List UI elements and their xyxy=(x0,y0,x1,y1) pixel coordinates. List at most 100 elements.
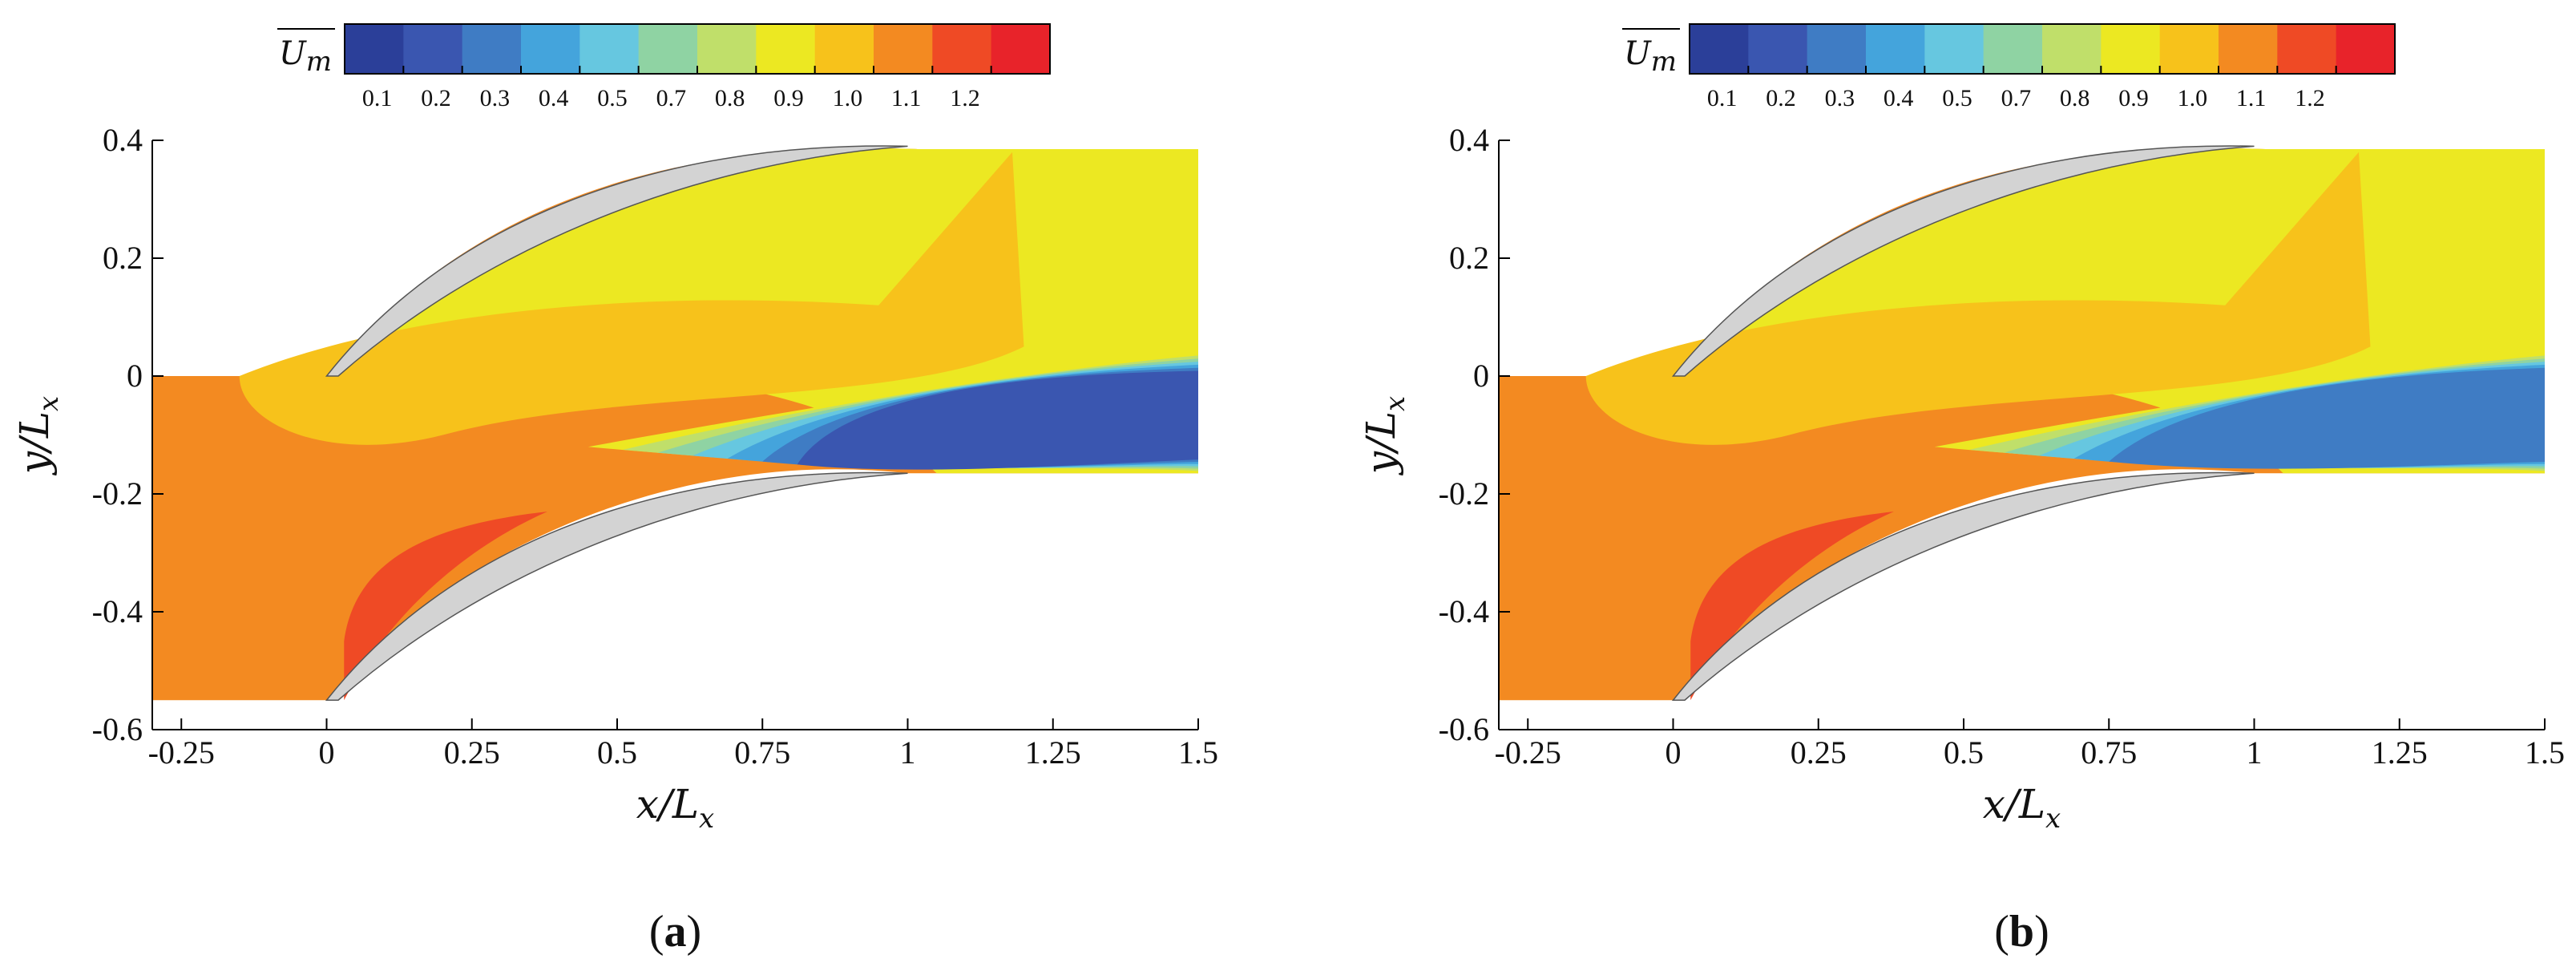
x-axis-label-main: x/L xyxy=(636,781,699,827)
colorbar-cell xyxy=(932,24,992,74)
y-tick-label: 0.4 xyxy=(103,122,143,158)
colorbar-cell xyxy=(345,24,404,74)
y-tick-label: -0.2 xyxy=(92,475,143,512)
y-tick-label: -0.4 xyxy=(92,593,143,629)
x-axis-label-main: x/L xyxy=(1983,781,2045,827)
lower-blade xyxy=(1671,471,2255,701)
x-tick-label: 1 xyxy=(2247,734,2263,771)
colorbar-tick-label: 1.1 xyxy=(891,85,922,111)
x-axis-label: x/Lx xyxy=(636,781,714,835)
colorbar-tick-label: 0.5 xyxy=(1942,85,1972,111)
y-tick-label: -0.2 xyxy=(1439,475,1489,512)
colorbar-title-main: U xyxy=(1624,35,1652,72)
x-axis-label-sub: x xyxy=(699,803,714,835)
colorbar-tick-label: 0.8 xyxy=(2060,85,2090,111)
colorbar-cell xyxy=(874,24,933,74)
y-tick-label: 0.2 xyxy=(1449,240,1489,276)
x-axis-label: x/Lx xyxy=(1983,781,2061,835)
y-axis-label-main: y/L xyxy=(11,411,58,475)
colorbar-cell xyxy=(403,24,463,74)
y-axis-label-sub: x xyxy=(1379,396,1411,411)
colorbar-title: Um xyxy=(1624,35,1677,78)
x-tick-label: 1.25 xyxy=(2372,734,2428,771)
colorbar-title: Um xyxy=(279,35,332,78)
colorbar-tick-label: 0.4 xyxy=(1884,85,1914,111)
colorbar-title-main: U xyxy=(279,35,307,72)
x-tick-label: 1.25 xyxy=(1025,734,1081,771)
colorbar-cell xyxy=(2277,24,2337,74)
panel-label-close: ) xyxy=(2034,907,2049,957)
contour-field xyxy=(152,145,1198,701)
colorbar: 0.1 0.2 0.3 0.4 0.5 0.7 0.8 0.9 1.0 1.1 1.2 Um xyxy=(1622,23,2396,111)
panel-label-open: ( xyxy=(649,907,664,957)
panel-label-letter: a xyxy=(664,907,687,957)
y-axis-label: y/Lx xyxy=(11,396,65,475)
colorbar-tick-label: 0.3 xyxy=(480,85,511,111)
colorbar-tick-label: 0.7 xyxy=(656,85,687,111)
high-velocity-zone xyxy=(344,512,547,701)
colorbar-cell xyxy=(2219,24,2278,74)
y-tick-label: -0.6 xyxy=(1439,711,1489,747)
x-tick-label: 1 xyxy=(900,734,916,771)
colorbar-title-sub: m xyxy=(1651,46,1677,78)
y-axis-label: y/Lx xyxy=(1358,396,1411,475)
y-tick-label: 0 xyxy=(1473,358,1489,394)
panel-label-close: ) xyxy=(687,907,702,957)
colorbar-cell xyxy=(814,24,874,74)
colorbar-cell xyxy=(1924,24,1984,74)
upper-blade xyxy=(1671,145,2255,377)
colorbar-cell xyxy=(638,24,698,74)
y-axis-label-main: y/L xyxy=(1358,411,1404,475)
colorbar-tick-label: 1.2 xyxy=(2295,85,2325,111)
colorbar-cell xyxy=(1983,24,2043,74)
high-velocity-zone xyxy=(1690,512,1894,701)
axes: -0.25 0 0.25 0.5 0.75 1 1.25 1.5 -0.6 -0.4 -0.2 0 0.… xyxy=(1358,122,2565,835)
y-axis-label-sub: x xyxy=(33,396,65,411)
colorbar-cell xyxy=(1866,24,1925,74)
colorbar-tick-label: 0.4 xyxy=(539,85,569,111)
y-tick-label: 0.4 xyxy=(1449,122,1489,158)
colorbar-title-sub: m xyxy=(306,46,332,78)
panel-label: (b) xyxy=(1994,907,2049,957)
x-tick-label: 0.5 xyxy=(1944,734,1984,771)
colorbar-tick-label: 1.0 xyxy=(833,85,863,111)
colorbar-cell xyxy=(991,24,1051,74)
panel-label-open: ( xyxy=(1994,907,2009,957)
colorbar-cell xyxy=(756,24,816,74)
colorbar: 0.1 0.2 0.3 0.4 0.5 0.7 0.8 0.9 1.0 1.1 1.2 Um xyxy=(277,23,1051,111)
x-axis-label-sub: x xyxy=(2045,803,2061,835)
y-tick-label: -0.6 xyxy=(92,711,143,747)
x-tick-label: 0.75 xyxy=(734,734,790,771)
colorbar-cell xyxy=(462,24,522,74)
x-tick-label: -0.25 xyxy=(148,734,215,771)
wake-contour-band xyxy=(2109,367,2545,469)
y-tick-label: 0 xyxy=(127,358,143,394)
contour-field xyxy=(1499,145,2545,701)
colorbar-tick-label: 0.9 xyxy=(2118,85,2149,111)
lower-blade xyxy=(325,471,908,701)
mid-velocity-band xyxy=(1585,152,2371,445)
x-tick-label: 1.5 xyxy=(2525,734,2565,771)
colorbar-cell xyxy=(2336,24,2396,74)
colorbar-cell xyxy=(579,24,640,74)
x-tick-label: 0 xyxy=(1666,734,1682,771)
panel-label: (a) xyxy=(649,907,701,957)
colorbar-tick-label: 0.1 xyxy=(1707,85,1738,111)
colorbar-cell xyxy=(2042,24,2102,74)
x-tick-label: 0.25 xyxy=(444,734,500,771)
chart-panel-b: 0.1 0.2 0.3 0.4 0.5 0.7 0.8 0.9 1.0 1.1 1.2 Um -0.25… xyxy=(1358,23,2565,957)
colorbar-cell xyxy=(521,24,580,74)
colorbar-tick-label: 0.5 xyxy=(597,85,628,111)
x-tick-label: 0.25 xyxy=(1791,734,1847,771)
mid-velocity-band xyxy=(239,152,1024,445)
colorbar-tick-label: 0.3 xyxy=(1825,85,1855,111)
x-tick-label: 0.75 xyxy=(2081,734,2137,771)
colorbar-tick-label: 1.0 xyxy=(2178,85,2208,111)
colorbar-tick-label: 0.2 xyxy=(1766,85,1796,111)
x-tick-label: -0.25 xyxy=(1495,734,1561,771)
y-tick-label: -0.4 xyxy=(1439,593,1489,629)
x-tick-label: 1.5 xyxy=(1178,734,1218,771)
colorbar-cell xyxy=(1748,24,1808,74)
colorbar-tick-label: 0.9 xyxy=(773,85,804,111)
